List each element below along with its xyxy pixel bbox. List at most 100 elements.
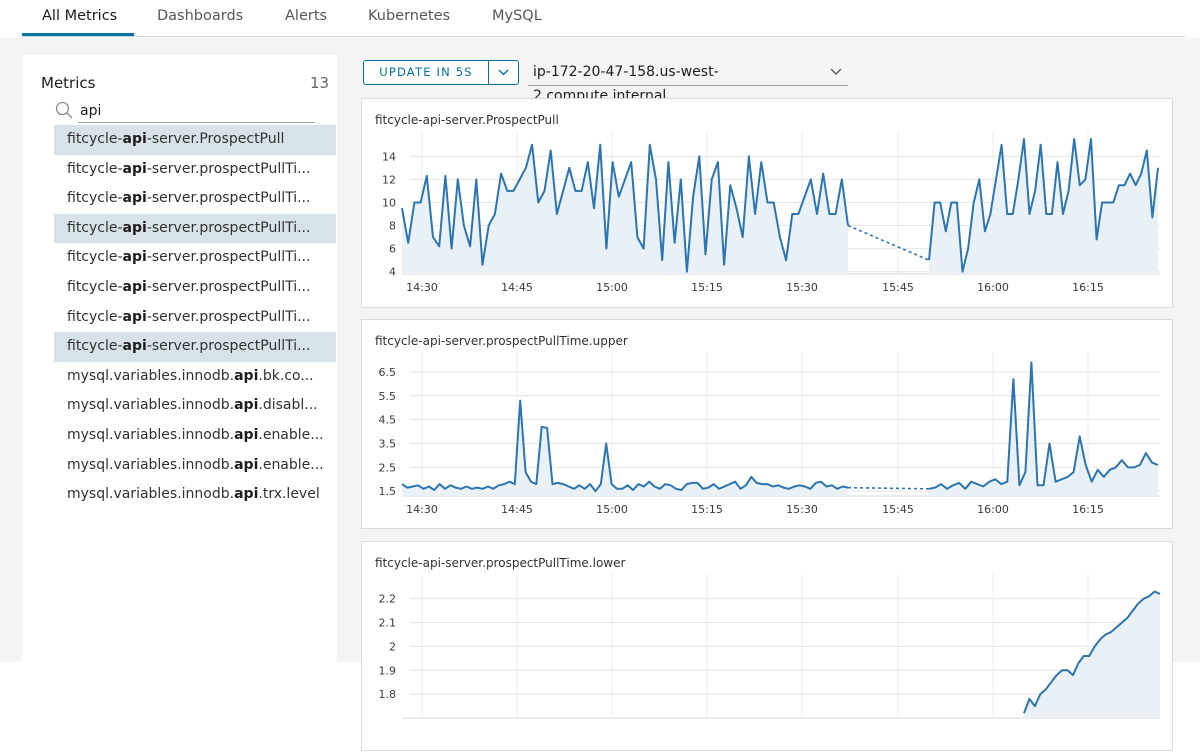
metric-name-prefix: fitcycle-	[67, 278, 123, 295]
chart-card-prospect-pull: fitcycle-api-server.ProspectPull 4 6 8 10 12…	[361, 98, 1173, 308]
metric-list-item[interactable]: fitcycle-api-server.prospectPullTi...	[54, 155, 336, 185]
metrics-sidebar: Metrics 13 fitcycle-api-server.ProspectP…	[22, 55, 337, 675]
chart-title: fitcycle-api-server.prospectPullTime.upp…	[375, 334, 628, 348]
metric-search-input[interactable]	[78, 99, 315, 123]
metric-name-prefix: fitcycle-	[67, 219, 123, 236]
chart-title: fitcycle-api-server.ProspectPull	[375, 113, 559, 127]
metric-list-item[interactable]: mysql.variables.innodb.api.enable...	[54, 421, 336, 451]
y-tick-label: 2	[389, 640, 396, 653]
metric-name-match: api	[122, 338, 147, 355]
x-tick-label: 15:30	[786, 503, 818, 516]
x-tick-label: 15:30	[786, 281, 818, 294]
metric-name-prefix: fitcycle-	[67, 131, 123, 147]
series-line	[928, 138, 1159, 273]
search-icon	[55, 101, 73, 119]
metric-name-match: api	[122, 308, 147, 325]
x-tick-label: 15:00	[596, 503, 628, 516]
metrics-page: Metrics 13 fitcycle-api-server.ProspectP…	[0, 38, 1200, 751]
metric-name-suffix: -server.ProspectPull	[146, 131, 285, 147]
metric-list-item[interactable]: fitcycle-api-server.prospectPullTi...	[54, 213, 336, 244]
metric-list-item[interactable]: fitcycle-api-server.prospectPullTi...	[54, 243, 336, 273]
x-tick-label: 14:30	[406, 503, 438, 516]
chart-prospect-pull[interactable]: 4 6 8 10 12 14 14:30 14:45 15:00 15:15 15:30 15:45 1…	[362, 99, 1174, 309]
metric-name-match: api	[122, 249, 147, 266]
metric-name-match: api	[234, 397, 259, 414]
metric-name-match: api	[122, 160, 147, 177]
y-tick-label: 4.5	[379, 414, 397, 427]
y-tick-label: 3.5	[379, 438, 397, 451]
x-tick-label: 16:15	[1072, 503, 1104, 516]
series-area	[402, 144, 848, 274]
metric-name-prefix: mysql.variables.innodb.	[67, 456, 235, 473]
metric-list-item[interactable]: fitcycle-api-server.ProspectPull	[54, 125, 336, 155]
series-line	[401, 143, 849, 273]
tab-all-metrics[interactable]: All Metrics	[42, 8, 118, 24]
y-tick-label: 10	[382, 196, 396, 209]
metric-name-prefix: mysql.variables.innodb.	[67, 486, 235, 503]
tab-mysql[interactable]: MySQL	[492, 8, 542, 24]
series-area	[929, 139, 1158, 274]
metric-name-prefix: fitcycle-	[67, 308, 123, 325]
y-tick-label: 2.5	[379, 461, 397, 474]
y-tick-label: 14	[382, 150, 396, 163]
x-tick-label: 14:30	[406, 281, 438, 294]
y-tick-label: 6	[389, 243, 396, 256]
metric-name-suffix: -server.prospectPullTi...	[146, 308, 311, 325]
metric-name-match: api	[234, 486, 259, 503]
x-tick-label: 16:15	[1072, 281, 1104, 294]
metric-name-suffix: .enable...	[258, 426, 324, 443]
y-tick-label: 5.5	[379, 390, 397, 403]
metric-list-item[interactable]: mysql.variables.innodb.api.bk.co...	[54, 362, 336, 392]
metric-name-match: api	[122, 278, 147, 295]
series-area	[929, 362, 1158, 496]
metric-name-prefix: mysql.variables.innodb.	[67, 426, 235, 443]
metric-list: fitcycle-api-server.ProspectPull fitcycle…	[54, 125, 336, 510]
y-tick-label: 1.5	[379, 485, 397, 498]
metric-name-suffix: -server.prospectPullTi...	[146, 278, 311, 295]
tab-alerts[interactable]: Alerts	[285, 8, 328, 24]
metric-list-item[interactable]: fitcycle-api-server.prospectPullTi...	[54, 184, 336, 214]
metric-list-item[interactable]: mysql.variables.innodb.api.disabl...	[54, 391, 336, 421]
update-dropdown-button[interactable]	[488, 60, 519, 85]
series-area	[402, 400, 848, 496]
series-line	[928, 361, 1159, 490]
metric-list-item[interactable]: fitcycle-api-server.prospectPullTi...	[54, 303, 336, 333]
metric-name-suffix: -server.prospectPullTi...	[146, 219, 311, 236]
y-tick-label: 4	[389, 266, 396, 279]
metric-list-item[interactable]: mysql.variables.innodb.api.trx.level	[54, 480, 336, 510]
y-tick-label: 2.2	[379, 593, 397, 606]
x-tick-label: 16:00	[977, 503, 1009, 516]
y-tick-label: 12	[382, 173, 396, 186]
x-tick-label: 15:15	[691, 503, 723, 516]
y-tick-label: 6.5	[379, 366, 397, 379]
x-tick-label: 14:45	[501, 281, 533, 294]
tab-kubernetes[interactable]: Kubernetes	[368, 8, 451, 24]
metric-list-item[interactable]: fitcycle-api-server.prospectPullTi...	[54, 273, 336, 303]
metric-name-suffix: -server.prospectPullTi...	[146, 160, 311, 177]
tab-dashboards[interactable]: Dashboards	[157, 8, 244, 24]
x-tick-label: 15:45	[882, 503, 914, 516]
top-tabs: All Metrics Dashboards Alerts Kubernetes…	[22, 0, 1185, 37]
y-tick-label: 8	[389, 220, 396, 233]
metric-list-item[interactable]: fitcycle-api-server.prospectPullTi...	[54, 332, 336, 362]
metric-name-prefix: fitcycle-	[67, 160, 123, 177]
update-button[interactable]: UPDATE IN 5S	[363, 60, 489, 85]
x-tick-label: 15:15	[691, 281, 723, 294]
metric-name-match: api	[234, 426, 259, 443]
metrics-count: 13	[310, 74, 330, 92]
metric-name-suffix: -server.prospectPullTi...	[146, 249, 311, 266]
chart-pull-time-lower[interactable]: 1.8 1.9 2 2.1 2.2	[362, 542, 1174, 752]
metric-name-suffix: .bk.co...	[258, 367, 314, 384]
host-select[interactable]: ip-172-20-47-158.us-west-2.compute.inter…	[528, 60, 848, 104]
x-tick-label: 15:45	[882, 281, 914, 294]
sidebar-title: Metrics	[41, 74, 96, 92]
series-gap-line	[847, 486, 930, 490]
metric-name-prefix: fitcycle-	[67, 190, 123, 207]
metric-list-item[interactable]: mysql.variables.innodb.api.enable...	[54, 451, 336, 481]
metric-name-suffix: -server.prospectPullTi...	[146, 190, 311, 207]
chart-pull-time-upper[interactable]: 1.5 2.5 3.5 4.5 5.5 6.5 14:30 14:45 15:00 15:15 15…	[362, 320, 1174, 530]
chart-card-pull-time-lower: fitcycle-api-server.prospectPullTime.low…	[361, 541, 1173, 751]
chevron-down-icon	[498, 69, 509, 76]
chart-card-pull-time-upper: fitcycle-api-server.prospectPullTime.upp…	[361, 319, 1173, 529]
metric-name-prefix: fitcycle-	[67, 249, 123, 266]
